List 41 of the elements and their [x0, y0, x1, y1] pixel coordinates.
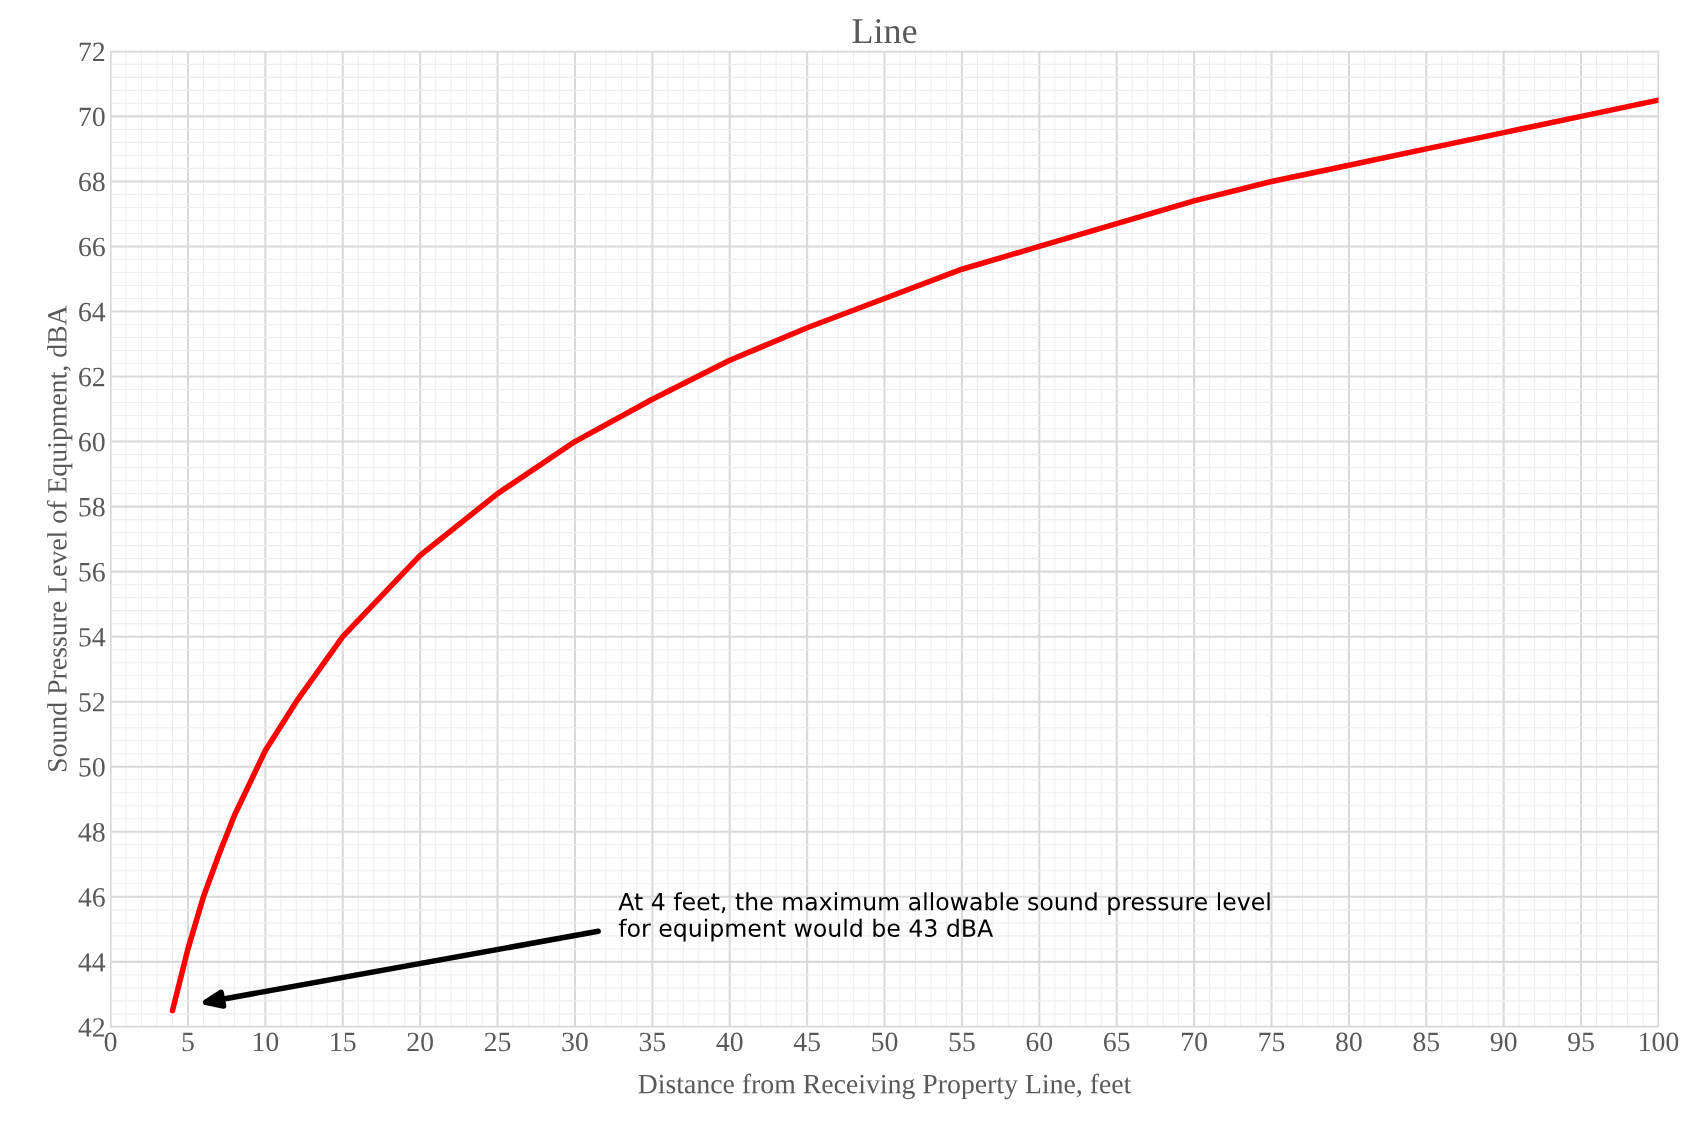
- x-tick-label: 35: [639, 1032, 666, 1052]
- y-tick-label: 54: [79, 628, 106, 647]
- y-tick-label: 42: [78, 1018, 105, 1037]
- y-tick-label: 68: [79, 172, 105, 192]
- y-tick-label: 62: [79, 367, 105, 387]
- x-tick-label: 60: [1026, 1032, 1053, 1052]
- x-tick-label: 85: [1413, 1032, 1440, 1052]
- x-tick-label: 100: [1640, 1032, 1679, 1052]
- x-tick-label: 10: [253, 1032, 279, 1052]
- y-tick-label: 52: [79, 692, 105, 712]
- y-tick-label: 48: [78, 822, 105, 842]
- x-axis-title: Distance from Receiving Property Line, feet: [638, 1073, 1132, 1100]
- x-tick-label: 50: [872, 1032, 898, 1052]
- x-tick-label: 70: [1182, 1032, 1207, 1052]
- x-tick-label: 80: [1336, 1032, 1362, 1052]
- x-tick-label: 65: [1104, 1032, 1130, 1052]
- x-tick-label: 55: [949, 1032, 975, 1052]
- x-tick-label: 95: [1568, 1032, 1594, 1052]
- chart-title: Line: [852, 19, 917, 44]
- x-tick-label: 75: [1259, 1032, 1285, 1052]
- x-tick-label: 90: [1490, 1032, 1517, 1052]
- y-tick-label: 70: [79, 107, 105, 127]
- y-tick-label: 60: [79, 432, 105, 452]
- y-tick-label: 72: [79, 42, 105, 61]
- y-tick-label: 46: [78, 888, 105, 907]
- x-tick-label: 40: [716, 1032, 743, 1052]
- annotation: At 4 feet, the maximum allowable sound pressure level for equipment would be 43 dBA: [618, 892, 1270, 942]
- x-tick-label: 0: [104, 1032, 117, 1052]
- x-tick-label: 25: [484, 1032, 511, 1052]
- y-tick-label: 66: [79, 237, 105, 257]
- x-tick-label: 15: [331, 1032, 356, 1052]
- y-tick-label: 44: [78, 953, 106, 972]
- x-tick-label: 30: [562, 1032, 588, 1052]
- x-tick-label: 45: [793, 1032, 820, 1052]
- y-tick-label: 58: [79, 497, 105, 517]
- y-axis-title: Sound Pressure Level of Equipment, dBA: [46, 305, 73, 772]
- x-tick-label: 5: [182, 1032, 194, 1052]
- y-tick-label: 50: [79, 757, 105, 777]
- x-tick-label: 20: [407, 1032, 433, 1052]
- y-tick-label: 56: [79, 562, 105, 582]
- y-tick-label: 64: [79, 302, 106, 322]
